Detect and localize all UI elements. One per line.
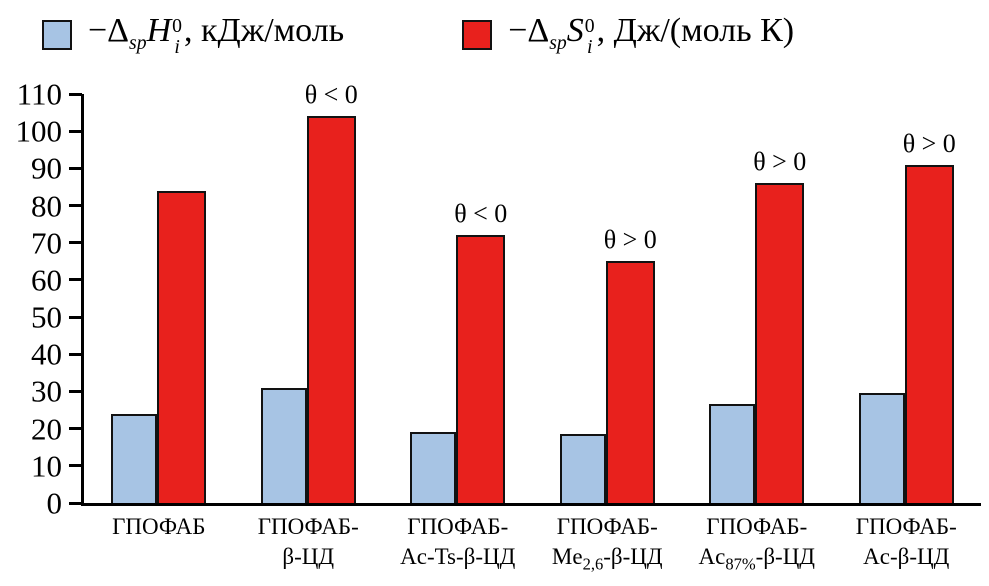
- entropy-bar: θ < 0: [305, 80, 358, 503]
- bar-pair: θ > 0: [858, 94, 956, 503]
- bar-pair: [111, 94, 207, 503]
- legend-item-enthalpy: −ΔspH 0 i, кДж/моль: [42, 12, 344, 58]
- y-axis-tick-label: 10: [31, 448, 62, 484]
- legend-swatch-entropy-icon: [462, 19, 493, 50]
- legend-unit: , кДж/моль: [184, 12, 345, 50]
- x-axis-label: ГПОФАБ- Ac-β-ЦД: [832, 512, 982, 572]
- x-axis-label: ГПОФАБ- Ac87%-β-ЦД: [682, 512, 832, 572]
- enthalpy-bar: [260, 387, 307, 503]
- legend-math-subscript: i: [586, 36, 593, 59]
- y-axis-tick-label: 0: [46, 485, 63, 521]
- x-axis-label-line: Me2,6-β-ЦД: [551, 543, 663, 574]
- y-axis-tick-label: 70: [31, 225, 62, 261]
- bar-group: θ > 0: [682, 94, 832, 503]
- y-axis-tick-label: 90: [31, 150, 62, 186]
- y-axis-labels: 0 10 20 30 40 50 60 70 80 90 100 110: [16, 79, 981, 519]
- legend-math-symbol: H: [146, 12, 172, 50]
- legend-swatch-enthalpy-icon: [42, 19, 72, 50]
- theta-annotation: θ > 0: [902, 128, 956, 158]
- bar-groups: θ < 0 θ < 0 θ > 0 θ > 0 θ > 0: [84, 80, 982, 503]
- y-axis-tick: [69, 278, 82, 282]
- x-axis-label-line: ГПОФАБ-: [257, 514, 359, 539]
- x-axis-label: ГПОФАБ: [84, 512, 234, 572]
- legend-math-superscript: 0: [584, 15, 595, 38]
- legend-label-entropy: −ΔspS 0 i, Дж/(моль К): [508, 12, 794, 58]
- bar-group: θ > 0: [832, 94, 982, 503]
- entropy-bar: θ > 0: [753, 147, 806, 503]
- y-axis-tick: [69, 241, 82, 245]
- x-axis-label: ГПОФАБ- Ac-Ts-β-ЦД: [383, 512, 533, 572]
- bar-group: θ < 0: [234, 80, 384, 503]
- x-axis-label-line: ГПОФАБ: [112, 514, 206, 539]
- bar-pair: θ < 0: [260, 80, 358, 503]
- x-axis-label-line: Ac-Ts-β-ЦД: [400, 543, 516, 569]
- legend-unit: , Дж/(моль К): [596, 12, 795, 50]
- x-axis-label-line: β-ЦД: [282, 543, 335, 569]
- bar-group: [84, 94, 234, 503]
- plot-area: 0 10 20 30 40 50 60 70 80 90 100 110 θ < 0 θ < 0 θ > …: [16, 79, 982, 519]
- enthalpy-bar: [559, 434, 606, 503]
- bar-pair: θ < 0: [410, 94, 507, 503]
- y-axis-tick: [69, 204, 82, 208]
- legend-math-sp-subscript: sp: [129, 32, 147, 55]
- x-axis-label-line: ГПОФАБ-: [706, 514, 808, 539]
- theta-annotation: θ > 0: [603, 225, 657, 255]
- enthalpy-bar: [858, 393, 905, 503]
- legend-math-subscript: i: [174, 36, 180, 59]
- theta-annotation: θ < 0: [454, 199, 508, 229]
- y-axis-tick-label: 20: [31, 411, 62, 447]
- x-axis-labels: ГПОФАБ ГПОФАБ-β-ЦД ГПОФАБ- Ac-Ts-β-ЦД ГПОФАБ…: [84, 512, 981, 572]
- y-axis-tick: [69, 464, 82, 468]
- x-axis-label-line: ГПОФАБ-: [556, 514, 658, 539]
- x-axis-label: ГПОФАБ-β-ЦД: [234, 512, 384, 572]
- legend-label-enthalpy: −ΔspH 0 i, кДж/моль: [88, 12, 344, 58]
- theta-annotation: θ > 0: [753, 147, 807, 177]
- enthalpy-bar: [410, 432, 457, 503]
- y-axis-tick-label: 80: [31, 188, 62, 224]
- y-axis-tick: [69, 166, 82, 170]
- y-axis-tick: [69, 389, 82, 393]
- x-axis-label-line: ГПОФАБ-: [855, 514, 957, 539]
- y-axis-tick: [69, 129, 82, 133]
- entropy-bar: θ < 0: [454, 199, 507, 503]
- tick-layer: [69, 92, 981, 505]
- y-axis-tick-label: 100: [15, 113, 63, 149]
- legend-math-superscript: 0: [172, 15, 182, 38]
- x-axis-label: ГПОФАБ- Me2,6-β-ЦД: [533, 512, 683, 572]
- x-axis-label-line: Ac-β-ЦД: [863, 543, 950, 569]
- enthalpy-bar: [709, 404, 756, 503]
- legend-item-entropy: −ΔspS 0 i, Дж/(моль К): [462, 12, 794, 58]
- y-axis-tick: [69, 352, 82, 356]
- y-axis-tick: [69, 501, 82, 505]
- entropy-bar: θ > 0: [903, 129, 956, 503]
- y-axis-tick: [69, 92, 82, 96]
- entropy-bar: θ > 0: [604, 225, 657, 503]
- chart-legend: −ΔspH 0 i, кДж/моль −ΔspS 0 i, Дж/(моль К): [6, 6, 981, 64]
- x-axis-label-line: Ac87%-β-ЦД: [698, 543, 816, 574]
- y-axis-tick: [69, 315, 82, 319]
- chart-area: 0 10 20 30 40 50 60 70 80 90 100 110 θ < 0 θ < 0 θ > …: [6, 79, 982, 519]
- legend-math-sp-subscript: sp: [549, 32, 567, 55]
- bar-pair: θ > 0: [559, 94, 657, 503]
- legend-math-prefix: −Δ: [88, 12, 130, 50]
- enthalpy-bar: [111, 413, 158, 503]
- y-axis-tick-label: 60: [31, 262, 62, 298]
- bar-group: θ < 0: [383, 94, 533, 503]
- y-axis-tick-label: 110: [16, 76, 62, 112]
- bar-pair: θ > 0: [709, 94, 806, 503]
- entropy-bar: [157, 190, 207, 503]
- y-axis-tick-label: 50: [31, 299, 62, 335]
- theta-annotation: θ < 0: [304, 80, 358, 110]
- y-axis-tick: [69, 427, 82, 431]
- x-axis-label-line: ГПОФАБ-: [407, 514, 509, 539]
- y-axis-tick-label: 30: [31, 373, 62, 409]
- y-axis-tick-label: 40: [31, 336, 62, 372]
- bar-group: θ > 0: [533, 94, 683, 503]
- legend-math-prefix: −Δ: [508, 12, 550, 50]
- legend-math-symbol: S: [566, 12, 584, 50]
